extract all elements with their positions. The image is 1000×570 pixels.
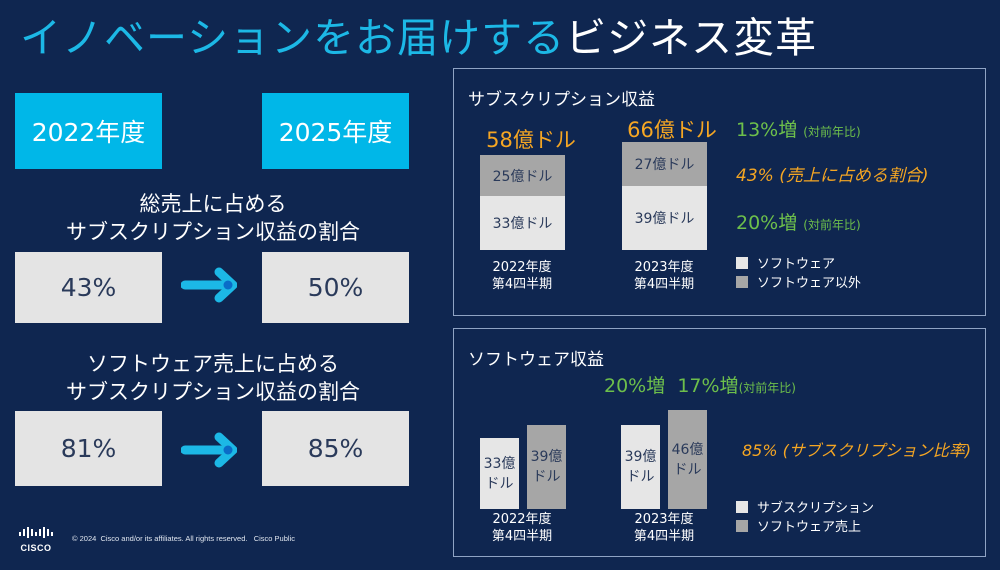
section2-heading: ソフトウェア売上に占める サブスクリプション収益の割合 [3,350,423,406]
title-highlight: イノベーションをお届けする [20,14,566,62]
section1-heading-line1: 総売上に占める [139,192,287,216]
bar-subscription: 33億ドル [480,438,519,509]
x-axis-label: 2022年度 第4四半期 [462,259,582,293]
bar-total-label: 58億ドル [486,128,576,152]
legend-swatch [736,519,748,532]
stacked-bar: 25億ドル 33億ドル [480,155,565,250]
bar-label-bottom: ドル [485,475,514,492]
growth-note: (対前年比) [738,381,796,395]
section2-heading-line1: ソフトウェア売上に占める [87,352,339,376]
growth-annotation: 20%増 17%増(対前年比) [604,371,796,398]
arrow-right-icon [181,432,237,468]
x-label-line1: 2022年度 [492,260,552,275]
section2-heading-line2: サブスクリプション収益の割合 [66,380,360,404]
bar-label-bottom: ドル [532,469,561,485]
stacked-bar: 27億ドル 39億ドル [622,142,707,250]
growth-subscription: 20%増 [604,375,666,397]
bar-subscription: 39億ドル [621,425,660,509]
growth-note: (対前年比) [803,125,861,139]
x-label-line2: 第4四半期 [633,529,695,544]
legend-swatch [736,275,748,288]
x-label-line1: 2023年度 [634,512,694,527]
x-axis-label: 2023年度 第4四半期 [604,259,724,293]
subscription-revenue-panel: サブスクリプション収益 58億ドル 25億ドル 33億ドル 2022年度 第4四… [453,68,986,316]
legend-item: サブスクリプション [736,497,874,516]
x-label-line2: 第4四半期 [491,277,553,292]
x-axis-label: 2022年度 第4四半期 [462,511,582,545]
legend-item: ソフトウェア [736,253,861,272]
bar-segment-non-software: 27億ドル [622,142,707,186]
section2-from-value: 81% [15,411,162,486]
x-label-line2: 第4四半期 [633,277,695,292]
legend: サブスクリプション ソフトウェア売上 [736,497,874,535]
software-revenue-panel: ソフトウェア収益 20%増 17%増(対前年比) 33億 ドル 39億 ドル 39億… [453,328,986,557]
bar-label-top: 39億 [530,449,563,465]
section1-heading: 総売上に占める サブスクリプション収益の割合 [3,190,423,246]
share-annotation: 43% (売上に占める割合) [736,166,929,186]
section2-to-value: 85% [262,411,409,486]
bar-segment-software: 39億ドル [622,186,707,250]
bar-segment-non-software: 25億ドル [480,155,565,196]
x-axis-label: 2023年度 第4四半期 [604,511,724,545]
legend-item: ソフトウェア以外 [736,272,861,291]
year-from-box: 2022年度 [15,93,162,169]
growth-value: 13%増 [736,119,798,141]
legend-label: ソフトウェア売上 [757,520,862,535]
legend-swatch [736,256,748,269]
growth-annotation-top: 13%増 (対前年比) [736,115,861,142]
copyright: © 2024 Cisco and/or its affiliates. All … [72,534,295,543]
title-rest: ビジネス変革 [565,14,818,62]
x-label-line2: 第4四半期 [491,529,553,544]
legend-label: ソフトウェア以外 [757,276,862,291]
legend: ソフトウェア ソフトウェア以外 [736,253,861,291]
cisco-logo: CISCO [18,524,54,553]
growth-software: 17%増 [677,375,739,397]
bar-segment-software: 33億ドル [480,196,565,250]
legend-swatch [736,500,748,513]
arrow-right-icon [181,267,237,303]
legend-item: ソフトウェア売上 [736,516,874,535]
page-title: イノベーションをお届けするビジネス変革 [20,4,817,64]
growth-annotation-bottom: 20%増 (対前年比) [736,208,861,235]
panel-title: ソフトウェア収益 [468,350,604,370]
section1-to-value: 50% [262,252,409,323]
growth-value: 20%増 [736,212,798,234]
bar-label-bottom: ドル [673,461,702,478]
bar-software: 39億ドル [527,425,566,509]
x-label-line1: 2023年度 [634,260,694,275]
bar-label-top: 39億 [624,449,657,465]
bar-label-top: 33億 [483,455,516,472]
bar-label-top: 46億 [671,441,704,458]
cisco-bars-icon [19,527,53,538]
panel-title: サブスクリプション収益 [468,90,655,110]
bar-chart-area: 33億 ドル 39億 ドル 39億 ドル 46億 ドル [454,329,985,556]
legend-label: ソフトウェア [757,257,836,272]
bar-software: 46億ドル [668,410,707,509]
legend-label: サブスクリプション [757,501,875,516]
x-label-line1: 2022年度 [492,512,552,527]
section1-from-value: 43% [15,252,162,323]
bar-label-bottom: ドル [626,469,655,485]
cisco-logo-text: CISCO [20,543,52,553]
growth-note: (対前年比) [803,218,861,232]
bar-total-label: 66億ドル [627,118,717,142]
ratio-annotation: 85% (サブスクリプション比率) [742,441,972,460]
section1-heading-line2: サブスクリプション収益の割合 [66,220,360,244]
year-to-box: 2025年度 [262,93,409,169]
